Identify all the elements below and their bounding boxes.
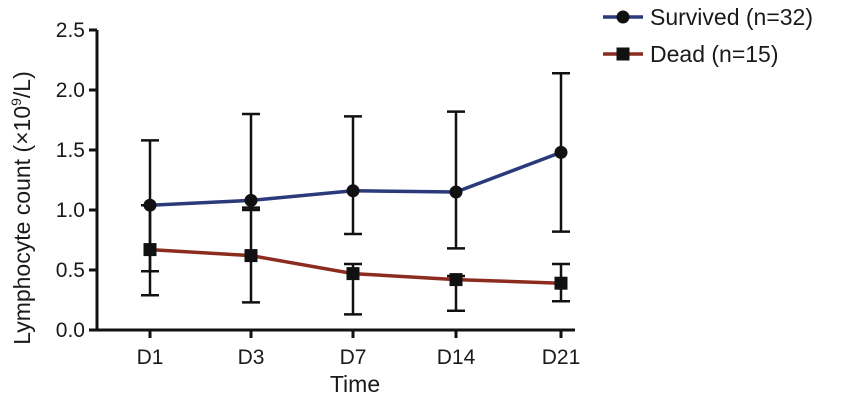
series-line [149, 150, 562, 207]
data-point [346, 267, 360, 281]
y-tick-label: 1.5 [56, 139, 85, 162]
y-tick-label: 2.5 [56, 19, 85, 42]
y-tick-label: 2.0 [56, 79, 85, 102]
x-axis-title: Time [330, 371, 380, 397]
legend-marker [616, 10, 630, 24]
x-tick-label: D1 [137, 346, 164, 369]
data-point [554, 276, 568, 290]
legend-label: Survived (n=32) [650, 4, 813, 30]
x-tick-label: D14 [437, 346, 476, 369]
legend: Survived (n=32) Dead (n=15) [603, 4, 813, 67]
data-point [143, 243, 157, 257]
data-point [449, 185, 463, 199]
y-tick-label: 0.5 [56, 259, 85, 282]
y-axis-title-main: Lymphocyte count (×10 [9, 106, 35, 345]
x-tick-label: D3 [238, 346, 265, 369]
y-axis-title-superscript: 9 [8, 98, 24, 106]
data-point [554, 145, 568, 159]
legend-marker [616, 47, 630, 61]
y-tick-label: 0.0 [56, 319, 85, 342]
y-axis-title: Lymphocyte count (×109/L) [8, 71, 35, 345]
data-point [244, 193, 258, 207]
legend-label: Dead (n=15) [650, 41, 779, 67]
y-tick-label: 1.0 [56, 199, 85, 222]
x-tick-label: D7 [340, 346, 367, 369]
data-point [143, 198, 157, 212]
x-tick-label: D21 [542, 346, 581, 369]
data-point [346, 184, 360, 198]
y-axis-title-tail: /L) [9, 71, 35, 98]
data-point [244, 249, 258, 263]
data-point [449, 273, 463, 287]
y-axis: 0.0 0.5 1.0 1.5 2.0 2.5 [56, 19, 99, 342]
series-lines [143, 145, 568, 290]
x-axis: D1 D3 D7 D14 D21 [96, 328, 581, 369]
